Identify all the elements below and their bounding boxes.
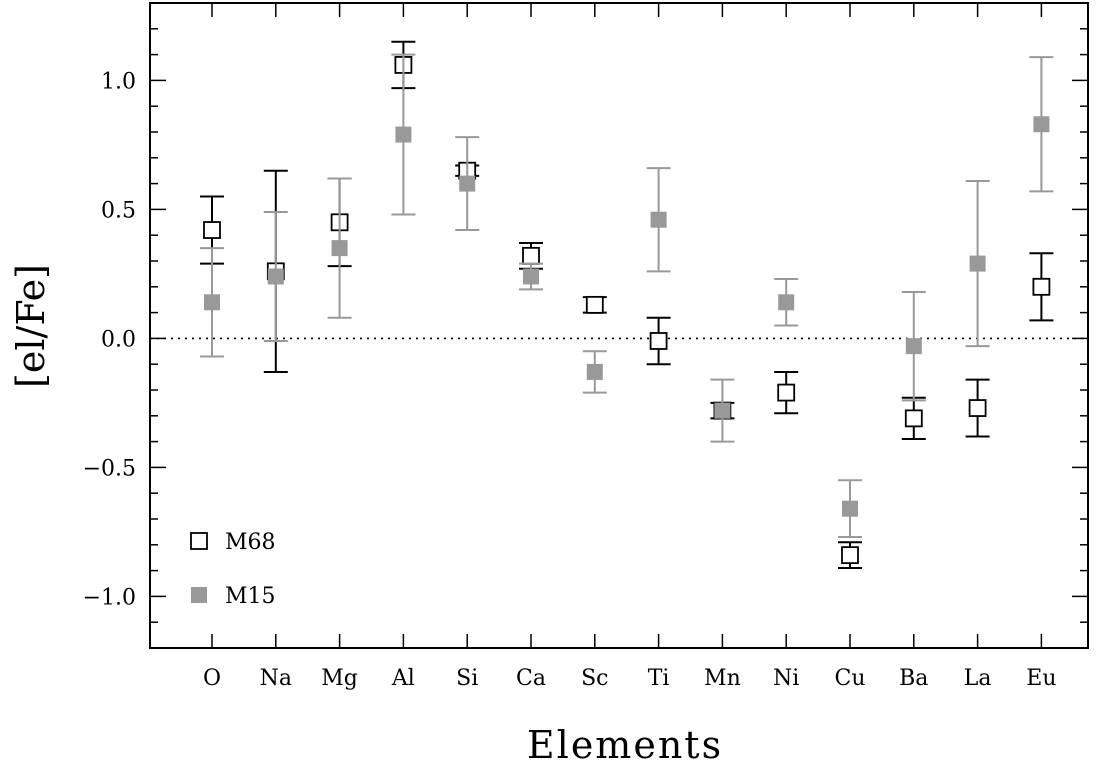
x-tick-label: Cu — [834, 666, 865, 691]
y-tick-label: −1.0 — [83, 585, 136, 610]
m15-point — [455, 136, 480, 232]
m15-marker — [842, 500, 858, 517]
m15-marker — [331, 240, 348, 257]
m15-point — [646, 167, 671, 273]
y-tick-label: 0.5 — [101, 198, 136, 223]
m15-marker — [523, 268, 539, 285]
x-axis-title: Elements — [527, 723, 723, 763]
x-tick-label: O — [203, 666, 221, 691]
m15-legend-marker — [191, 587, 207, 603]
x-tick-label: Mn — [704, 666, 741, 691]
x-tick-label: Ni — [773, 666, 799, 691]
m68-marker — [904, 409, 923, 428]
y-tick-label: 1.0 — [101, 69, 136, 94]
m68-marker — [203, 221, 221, 239]
x-tick-label: Sc — [581, 666, 608, 691]
m15-marker — [1033, 116, 1050, 133]
m68-marker — [585, 295, 604, 314]
m68-legend-label: M68 — [225, 530, 276, 555]
m15-point — [200, 247, 224, 358]
m15-point — [901, 290, 926, 402]
x-tick-label: Si — [456, 666, 478, 691]
x-tick-label: Ba — [899, 666, 928, 691]
m15-point — [263, 210, 288, 342]
m15-point — [710, 378, 735, 443]
m15-point — [774, 278, 799, 327]
m15-marker — [778, 294, 795, 311]
m68-marker — [1032, 277, 1051, 296]
m68-marker — [522, 246, 540, 265]
x-tick-label: Ti — [648, 666, 670, 691]
m15-marker — [267, 268, 284, 285]
m68-point — [646, 316, 671, 366]
m68-marker — [777, 383, 796, 402]
m15-marker — [586, 363, 603, 380]
plot-frame — [149, 2, 1089, 649]
m68-legend-marker — [190, 532, 208, 550]
m15-point — [519, 262, 543, 291]
x-tick-label: Na — [260, 666, 292, 691]
m15-point — [1029, 56, 1054, 193]
x-tick-label: La — [964, 666, 992, 691]
m68-point — [1029, 252, 1054, 322]
m68-point — [965, 378, 990, 438]
m15-marker — [714, 402, 731, 419]
m15-point — [582, 350, 607, 394]
m68-point — [582, 295, 607, 314]
x-tick-label: Eu — [1026, 666, 1056, 691]
m15-point — [838, 479, 862, 539]
x-tick-label: Mg — [321, 666, 358, 691]
m68-point — [901, 396, 926, 441]
m68-point — [774, 370, 799, 415]
y-tick-label: −0.5 — [83, 456, 136, 481]
m68-marker — [968, 399, 987, 417]
x-tick-label: Ca — [516, 666, 546, 691]
y-axis-title: [el/Fe] — [9, 264, 53, 388]
m15-point — [327, 177, 352, 319]
m15-marker — [650, 211, 667, 228]
m68-marker — [841, 546, 859, 565]
x-tick-label: Al — [391, 666, 415, 691]
m15-marker — [969, 255, 986, 272]
m68-marker — [649, 332, 668, 350]
m15-point — [391, 53, 416, 216]
m15-point — [965, 180, 990, 348]
axes: −1.0 −0.5 0.0 0.5 1.0 O Na Mg Al Si Ca Sc Ti Mn Ni Cu Ba… — [83, 2, 1089, 691]
m15-marker — [395, 126, 412, 143]
m15-marker — [459, 175, 476, 192]
plot-area — [150, 40, 1088, 570]
m15-marker — [204, 294, 220, 311]
legend: M68 M15 — [190, 530, 276, 609]
m15-marker — [905, 338, 922, 355]
y-tick-label: 0.0 — [101, 327, 136, 352]
m15-legend-label: M15 — [225, 584, 276, 609]
m68-point — [838, 541, 862, 570]
